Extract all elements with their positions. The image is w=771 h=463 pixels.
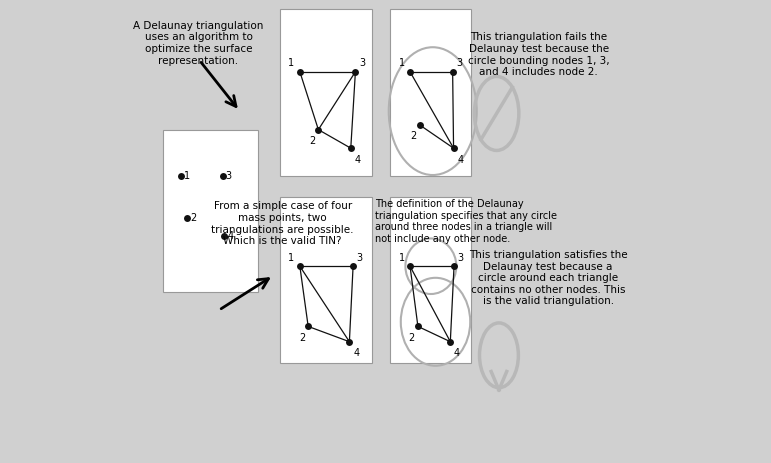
Text: This triangulation fails the
Delaunay test because the
circle bounding nodes 1, : This triangulation fails the Delaunay te… [468,32,610,77]
Text: 3: 3 [357,252,363,263]
Text: 2: 2 [299,333,305,343]
Text: 2: 2 [309,136,315,146]
FancyBboxPatch shape [280,9,372,176]
FancyBboxPatch shape [390,197,471,363]
Text: 2: 2 [190,213,197,223]
Text: From a simple case of four
mass points, two
triangulations are possible.
Which i: From a simple case of four mass points, … [211,201,354,246]
Text: 4: 4 [227,231,234,241]
Text: 1: 1 [288,58,295,68]
FancyBboxPatch shape [280,197,372,363]
FancyBboxPatch shape [390,9,471,176]
Text: This triangulation satisfies the
Delaunay test because a
circle around each tria: This triangulation satisfies the Delauna… [469,250,628,307]
Text: 1: 1 [288,252,295,263]
Text: 4: 4 [353,348,359,358]
Text: 4: 4 [355,155,361,165]
Text: 1: 1 [184,171,190,181]
Text: 3: 3 [456,58,463,68]
Text: 4: 4 [454,348,460,358]
Text: 3: 3 [226,171,232,181]
FancyBboxPatch shape [163,130,258,292]
Text: 4: 4 [457,155,463,165]
Text: 2: 2 [408,333,414,343]
Text: The definition of the Delaunay
triangulation specifies that any circle
around th: The definition of the Delaunay triangula… [375,199,557,244]
Text: 1: 1 [399,58,406,68]
Text: 3: 3 [458,252,464,263]
Text: 2: 2 [410,131,416,142]
Text: 3: 3 [359,58,365,68]
Text: 1: 1 [399,252,406,263]
Text: A Delaunay triangulation
uses an algorithm to
optimize the surface
representatio: A Delaunay triangulation uses an algorit… [133,21,264,66]
